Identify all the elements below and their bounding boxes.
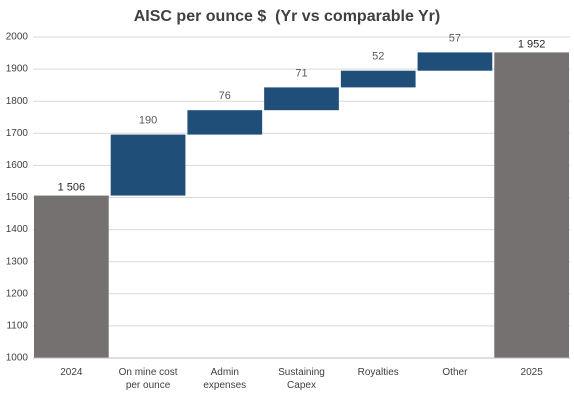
value-label: 57 [449, 32, 461, 44]
y-tick-label: 1600 [6, 160, 29, 171]
value-label: 76 [219, 90, 231, 102]
y-tick-label: 1700 [6, 128, 29, 139]
bar [187, 110, 263, 135]
y-tick-label: 1400 [6, 224, 29, 235]
y-tick-label: 1300 [6, 256, 29, 267]
y-tick-label: 1200 [6, 288, 29, 299]
x-tick-label: 2025 [520, 367, 543, 378]
value-label: 1 506 [58, 181, 86, 193]
bar [110, 134, 186, 196]
value-label: 52 [372, 51, 384, 63]
x-tick-label: On mine cost per ounce [118, 367, 178, 391]
x-tick-label: Royalties [357, 367, 399, 378]
value-label: 1 952 [518, 38, 546, 50]
bar [264, 87, 339, 111]
bar [494, 52, 569, 359]
value-label: 190 [139, 114, 157, 126]
x-tick-label: Admin expenses [203, 367, 247, 391]
value-label: 71 [295, 67, 307, 79]
bar [417, 52, 493, 71]
y-tick-label: 1900 [6, 64, 29, 75]
y-tick-label: 1000 [6, 353, 29, 364]
x-tick-label: Other [442, 367, 468, 378]
y-tick-label: 1100 [6, 321, 28, 332]
bar [340, 70, 416, 88]
x-tick-label: 2024 [60, 367, 83, 378]
bar [34, 195, 109, 358]
y-tick-label: 2000 [6, 32, 29, 43]
x-tick-label: Sustaining Capex [278, 367, 325, 391]
y-tick-label: 1800 [6, 96, 29, 107]
chart-title: AISC per ounce $ (Yr vs comparable Yr) [134, 8, 440, 25]
y-tick-label: 1500 [6, 192, 29, 203]
